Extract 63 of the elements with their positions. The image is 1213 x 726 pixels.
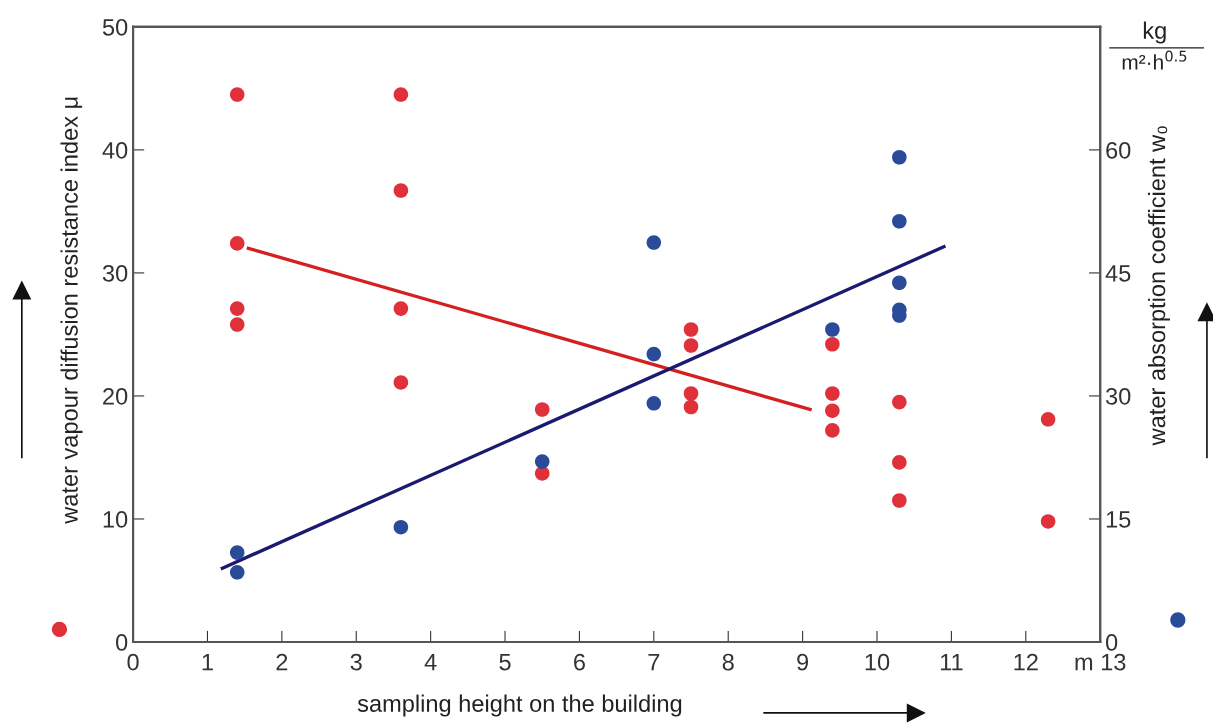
point	[646, 346, 662, 362]
point	[229, 565, 245, 580]
x-tick-label: 7	[648, 653, 660, 671]
y2-axis-title: water absorption coefficient w₀	[1147, 126, 1170, 446]
point	[393, 183, 409, 198]
x-tick-label: 11	[940, 653, 963, 671]
point	[892, 213, 907, 229]
y2-tick-label: 30	[1105, 388, 1131, 405]
point	[825, 386, 840, 401]
point	[892, 394, 907, 410]
x-tick-label: 4	[424, 653, 437, 671]
point	[892, 275, 907, 291]
y-axis-title: water vapour diffusion resistance index μ	[60, 97, 83, 524]
x-tick-label: 10	[865, 653, 890, 671]
point	[683, 322, 699, 337]
point	[825, 423, 840, 438]
point	[534, 402, 550, 417]
point	[393, 87, 409, 102]
point	[892, 455, 907, 470]
x-axis-title: sampling height on the building	[357, 694, 682, 717]
point	[825, 322, 840, 337]
point	[393, 375, 409, 390]
point	[683, 338, 699, 353]
y-tick-label: 10	[103, 511, 128, 528]
point	[229, 301, 245, 316]
point	[393, 519, 409, 535]
point	[229, 87, 245, 102]
point	[892, 493, 907, 508]
y-tick-label: 40	[102, 141, 128, 159]
y-tick-label: 0	[116, 634, 128, 651]
x-tick-label: 2	[276, 653, 288, 671]
text: m²·h$^{0.5}$	[1122, 50, 1187, 70]
x-tick-label: 0	[127, 653, 139, 671]
y-tick-label: 30	[102, 264, 128, 282]
point	[229, 236, 245, 251]
point	[534, 454, 550, 469]
point	[229, 317, 245, 332]
y2-tick-label: 45	[1105, 265, 1131, 282]
point	[229, 545, 245, 560]
point	[646, 396, 662, 411]
point	[646, 235, 662, 250]
x-tick-label: 1	[202, 653, 213, 671]
x-tick-label: 6	[574, 653, 585, 671]
y-tick-label: 50	[102, 18, 128, 36]
text: kg	[1143, 21, 1166, 44]
x-tick-label: m 13	[1075, 653, 1126, 671]
x-tick-label: 9	[797, 653, 809, 671]
point	[683, 386, 699, 401]
point	[825, 403, 840, 418]
point	[683, 399, 699, 415]
point	[1040, 412, 1056, 427]
x-tick-label: 12	[1014, 653, 1038, 671]
y2-tick-label: 15	[1106, 511, 1131, 528]
y2-tick-label: 60	[1106, 141, 1131, 159]
x-tick-label: 5	[499, 653, 511, 671]
y-tick-label: 20	[103, 388, 128, 405]
point	[892, 149, 907, 165]
point	[1040, 514, 1056, 529]
x-tick-label: 8	[722, 653, 734, 671]
point	[393, 301, 409, 316]
point	[825, 336, 840, 352]
x-tick-label: 3	[350, 653, 362, 671]
y2-tick-label: 0	[1105, 634, 1118, 651]
